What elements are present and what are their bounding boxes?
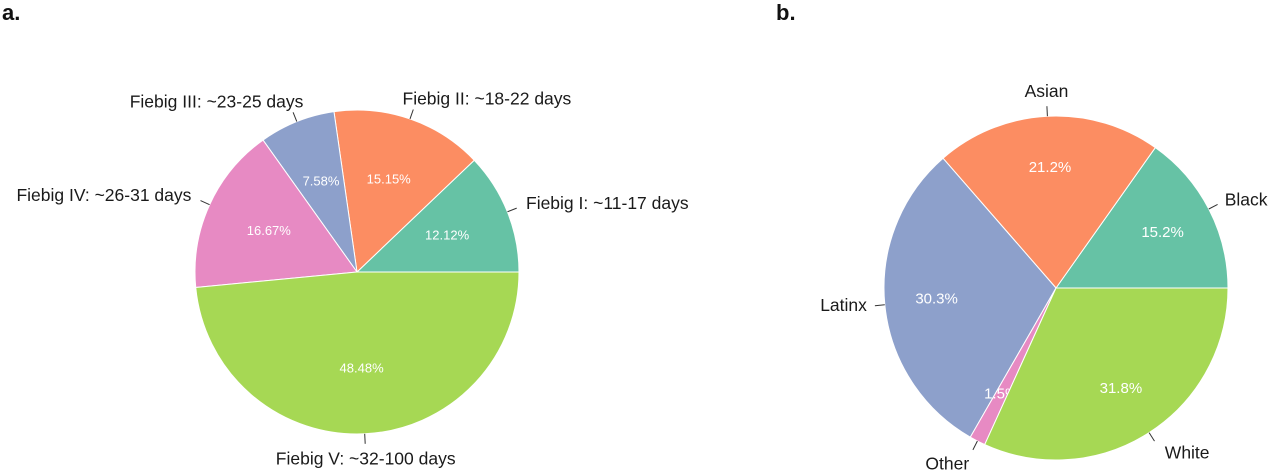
pie-chart-ethnicity: 15.2%Black21.2%Asian30.3%Latinx1.5%Other… (820, 81, 1268, 474)
pie-slice-black (1055, 146, 1229, 289)
pie-slice-fiebig-i-11-17-days (355, 159, 520, 273)
pie-slice-asian (942, 115, 1157, 289)
panel-a-label: a. (2, 0, 20, 25)
slice-percent-label: 31.8% (1100, 380, 1143, 397)
slice-category-label: Latinx (820, 295, 867, 315)
slice-category-label: Black (1225, 189, 1268, 209)
leader-line (874, 304, 885, 307)
leader-line (292, 112, 298, 122)
leader-line (1148, 432, 1155, 442)
leader-line (972, 440, 978, 451)
slice-percent-label: 15.2% (1141, 224, 1184, 241)
pie-slice-latinx (883, 157, 1057, 438)
leader-line (200, 200, 210, 206)
slice-category-label: Asian (1025, 81, 1069, 101)
slice-category-label: Fiebig IV: ~26-31 days (16, 185, 191, 205)
slice-percent-label: 15.15% (367, 172, 412, 187)
slice-category-label: Fiebig I: ~11-17 days (526, 193, 689, 213)
leader-line (364, 433, 366, 444)
slice-percent-label: 21.2% (1029, 159, 1072, 176)
slice-percent-label: 12.12% (425, 227, 470, 242)
slice-percent-label: 16.67% (247, 223, 292, 238)
leader-line (1208, 203, 1218, 210)
leader-line (409, 109, 414, 120)
slice-category-label: Fiebig II: ~18-22 days (403, 89, 572, 109)
slice-category-label: Fiebig III: ~23-25 days (130, 92, 304, 112)
leader-line (507, 207, 517, 213)
pie-slice-fiebig-iv-26-31-days (194, 139, 358, 288)
slice-percent-label: 7.58% (303, 173, 340, 188)
pie-slice-fiebig-v-32-100-days (195, 271, 520, 435)
leader-line (1046, 106, 1048, 117)
pie-chart-fiebig: 12.12% Fiebig I: ~11-17 days 15.15% Fiebig … (16, 89, 688, 469)
slice-category-label: Other (925, 454, 969, 474)
slice-category-label: White (1165, 442, 1210, 462)
slice-percent-label: 30.3% (915, 291, 958, 308)
slice-category-label: Fiebig V: ~32-100 days (276, 448, 456, 468)
panel-b-label: b. (776, 0, 796, 25)
slice-percent-label: 48.48% (340, 360, 385, 375)
pie-slice-fiebig-ii-18-22-days (333, 109, 475, 274)
